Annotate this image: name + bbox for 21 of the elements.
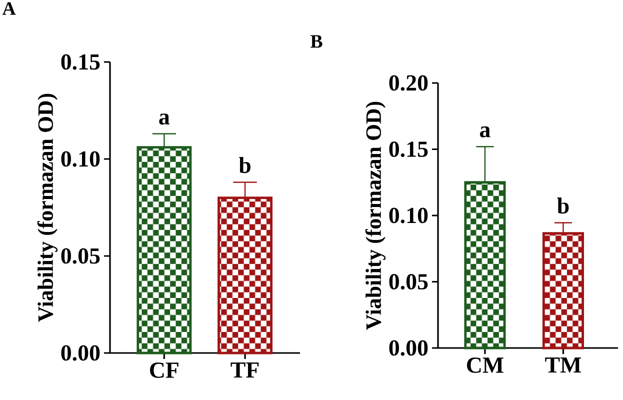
x-tick-label: TM (545, 358, 582, 373)
y-tick-label: 0.00 (61, 345, 100, 361)
y-tick-label: 0.05 (389, 274, 428, 290)
chart-title: B (310, 35, 322, 48)
x-tick-label: TF (230, 362, 259, 378)
annotation: a (480, 126, 490, 138)
annotation: a (159, 114, 170, 125)
y-tick-label: 0.10 (389, 208, 428, 224)
chart-title: A (2, 2, 16, 15)
annotation: b (557, 197, 569, 214)
y-tick-label: 0.15 (61, 54, 100, 70)
x-tick-label: CF (150, 362, 178, 378)
y-axis-title: Viability (formazan OD) (37, 94, 58, 322)
y-axis-title: Viability (formazan OD) (365, 102, 386, 330)
y-tick-label: 0.10 (61, 151, 100, 167)
y-tick-label: 0.05 (61, 248, 100, 264)
y-tick-label: 0.15 (389, 141, 428, 158)
y-tick-label: 0.00 (389, 340, 428, 356)
annotation: b (238, 156, 250, 174)
y-tick-label: 0.20 (389, 75, 428, 91)
x-tick-label: CM (467, 358, 504, 373)
